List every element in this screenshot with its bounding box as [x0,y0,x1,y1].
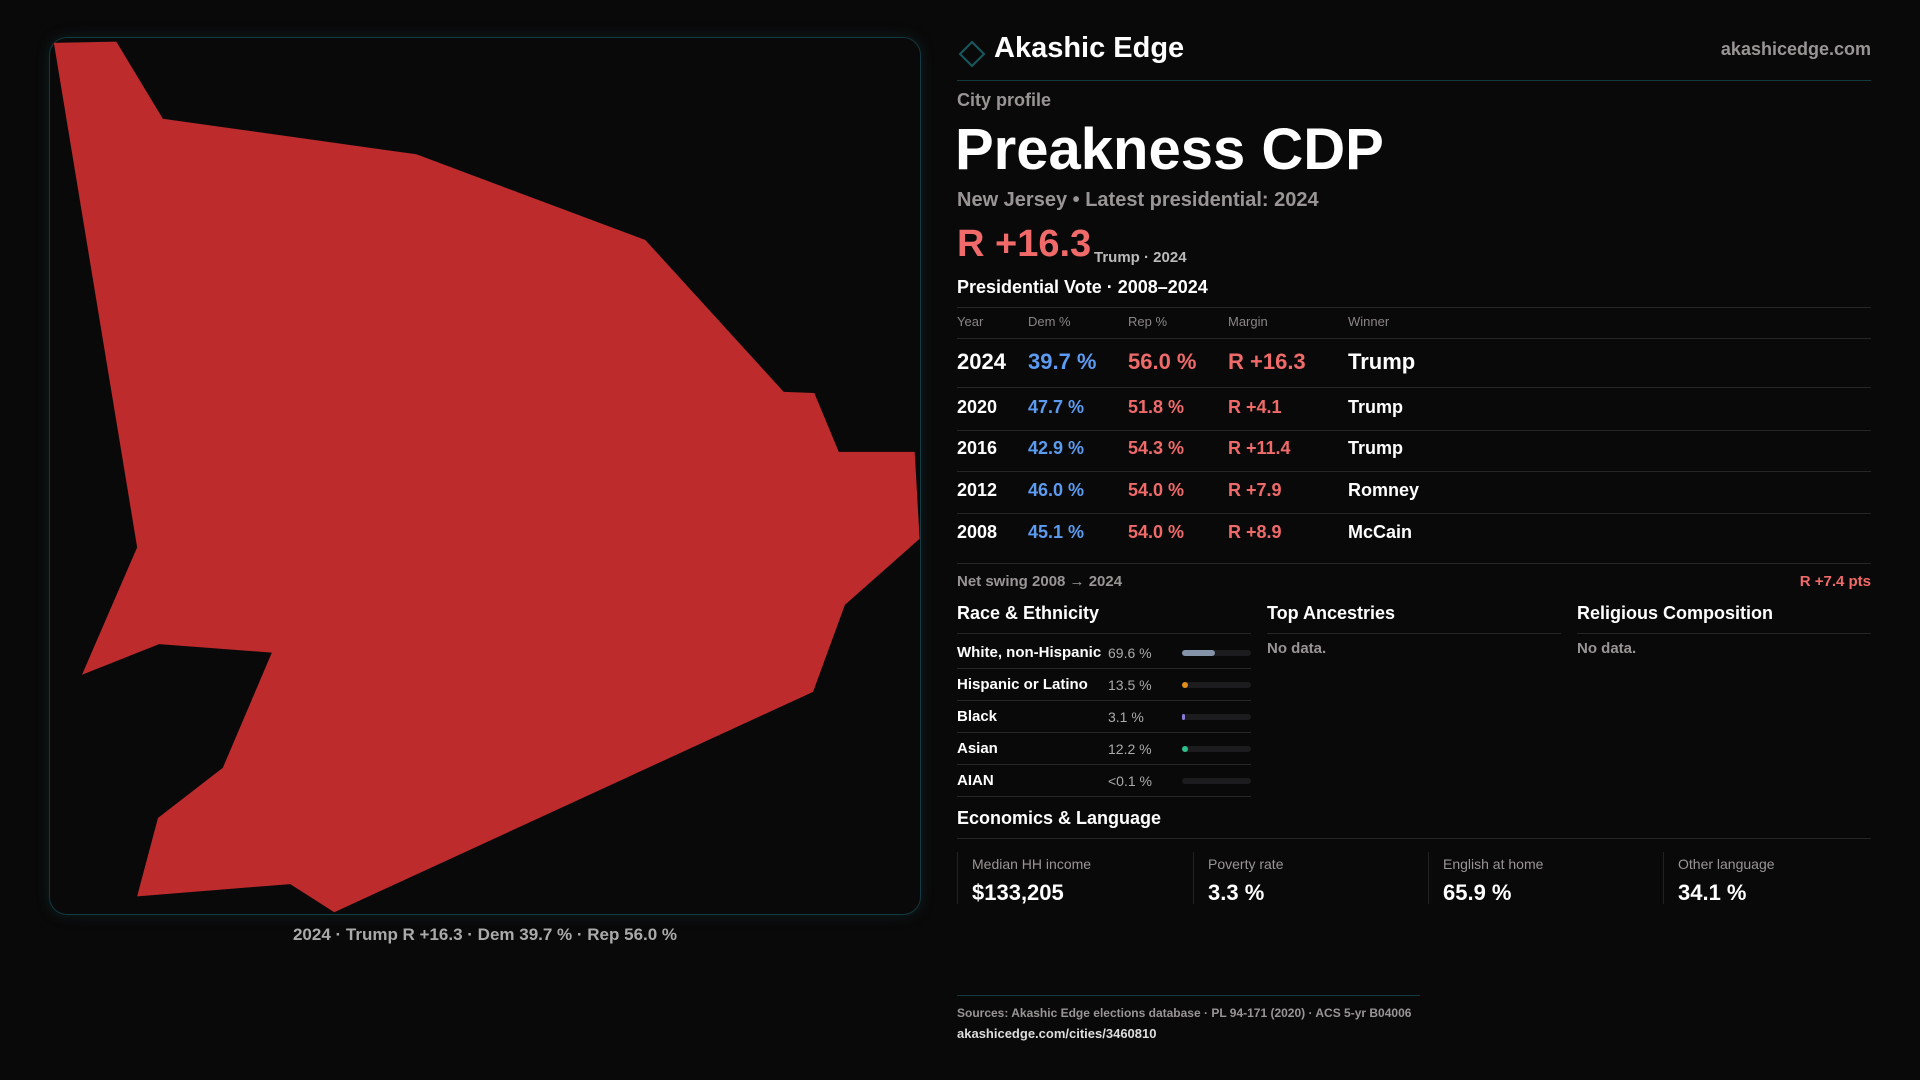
site-link[interactable]: akashicedge.com [1720,39,1871,59]
rep-pct: 56.0 % [1128,349,1197,374]
econ-value: 3.3 % [1208,880,1265,905]
swing-value: R +7.4 pts [1799,573,1871,590]
year: 2020 [957,397,998,417]
rep-pct: 54.0 % [1128,480,1185,500]
religion-empty: No data. [1577,640,1637,657]
dem-pct: 47.7 % [1028,397,1085,417]
winner: Trump [1348,349,1416,374]
race-label: Black [957,708,998,725]
ancestries-title: Top Ancestries [1267,603,1396,623]
dem-pct: 46.0 % [1028,480,1085,500]
swing-label: Net swing 2008 → 2024 [957,573,1123,590]
margin: R +8.9 [1228,522,1282,542]
race-bar [1182,650,1251,656]
diamond-logo-icon [958,40,986,68]
winner: Trump [1348,397,1404,417]
map-panel [49,37,921,915]
race-value: 13.5 % [1108,677,1152,693]
margin: R +16.3 [1228,349,1306,374]
page-title: Preakness CDP [955,117,1384,182]
page-subtitle: New Jersey • Latest presidential: 2024 [957,189,1319,211]
rep-pct: 54.3 % [1128,438,1185,458]
race-value: <0.1 % [1108,773,1152,789]
race-bar [1182,778,1251,784]
ancestries-empty: No data. [1267,640,1327,657]
econ-stat: Poverty rate 3.3 % [1193,852,1423,905]
race-value: 69.6 % [1108,645,1152,661]
brand-name: Akashic Edge [994,32,1185,64]
econ-stat: English at home 65.9 % [1428,852,1658,905]
winner: McCain [1348,522,1413,542]
city-shape[interactable] [53,41,920,913]
econ-title: Economics & Language [957,808,1162,828]
col-margin: Margin [1228,314,1268,329]
econ-value: 34.1 % [1678,880,1747,905]
race-title: Race & Ethnicity [957,603,1100,623]
dem-pct: 42.9 % [1028,438,1085,458]
col-year: Year [957,314,984,329]
page-kicker: City profile [957,90,1052,110]
econ-value: $133,205 [972,880,1064,905]
race-label: Asian [957,740,998,757]
year: 2008 [957,522,998,542]
col-rep: Rep % [1128,314,1168,329]
col-dem: Dem % [1028,314,1071,329]
race-label: Hispanic or Latino [957,676,1088,693]
econ-stat: Median HH income $133,205 [957,852,1187,905]
race-bar [1182,714,1251,720]
race-value: 12.2 % [1108,741,1152,757]
dem-pct: 45.1 % [1028,522,1085,542]
margin: R +4.1 [1228,397,1282,417]
race-label: AIAN [957,772,994,789]
econ-label: English at home [1443,856,1544,872]
sources-text: Sources: Akashic Edge elections database… [957,1006,1412,1020]
year: 2012 [957,480,998,500]
race-value: 3.1 % [1108,709,1144,725]
year: 2016 [957,438,998,458]
race-bar [1182,746,1251,752]
econ-label: Other language [1678,856,1775,872]
city-url[interactable]: akashicedge.com/cities/3460810 [957,1026,1157,1041]
headline-note: Trump · 2024 [1094,249,1187,266]
econ-label: Poverty rate [1208,856,1284,872]
rep-pct: 51.8 % [1128,397,1185,417]
econ-label: Median HH income [972,856,1092,872]
race-label: White, non-Hispanic [957,644,1102,661]
map-caption: 2024 · Trump R +16.3 · Dem 39.7 % · Rep … [292,925,678,944]
winner: Trump [1348,438,1404,458]
votes-title: Presidential Vote · 2008–2024 [957,277,1208,297]
margin: R +7.9 [1228,480,1282,500]
winner: Romney [1348,480,1420,500]
margin: R +11.4 [1228,438,1291,458]
col-winner: Winner [1348,314,1390,329]
econ-stat: Other language 34.1 % [1663,852,1893,905]
rep-pct: 54.0 % [1128,522,1185,542]
year: 2024 [957,349,1006,374]
religion-title: Religious Composition [1577,603,1773,623]
headline-margin: R +16.3 [957,223,1092,265]
race-bar [1182,682,1251,688]
econ-value: 65.9 % [1443,880,1512,905]
dem-pct: 39.7 % [1028,349,1097,374]
